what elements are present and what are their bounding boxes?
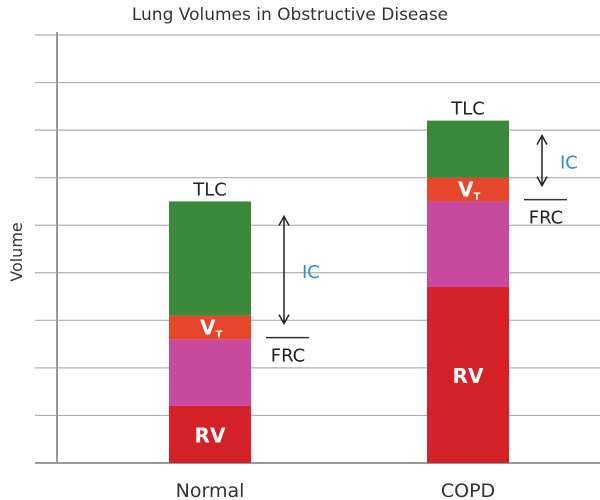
vt-label: VT xyxy=(200,315,222,340)
ic-arrow-head-up xyxy=(278,214,290,226)
bar-segment xyxy=(169,201,251,316)
bar-segment xyxy=(427,201,509,288)
bar-segment xyxy=(169,315,251,340)
y-axis-label: Volume xyxy=(7,222,26,282)
bars xyxy=(169,120,509,463)
rv-label: RV xyxy=(195,423,226,447)
ic-label: IC xyxy=(302,262,320,283)
category-label: Normal xyxy=(176,480,245,500)
gridlines xyxy=(35,34,600,417)
bar-segment xyxy=(427,287,509,463)
bar-segment xyxy=(427,120,509,178)
category-label: COPD xyxy=(441,480,495,500)
chart-title: Lung Volumes in Obstructive Disease xyxy=(132,5,448,25)
bar-segment xyxy=(169,405,251,463)
rv-label: RV xyxy=(453,364,484,388)
bar-segment xyxy=(427,177,509,202)
frc-label: FRC xyxy=(271,346,306,367)
ic-arrow-head-up xyxy=(536,134,548,145)
ic-arrow-head-down xyxy=(278,314,290,326)
frc-label: FRC xyxy=(529,208,564,229)
ic-label: IC xyxy=(560,153,578,174)
tlc-label: TLC xyxy=(450,99,485,120)
ic-arrow-head-down xyxy=(536,176,548,188)
vt-label: VT xyxy=(458,178,480,203)
tlc-label: TLC xyxy=(192,179,227,200)
annotations: Normal RV VT TLC FRC IC COPD RV VT TLC FRC IC xyxy=(176,99,578,500)
bar-segment xyxy=(169,339,251,406)
